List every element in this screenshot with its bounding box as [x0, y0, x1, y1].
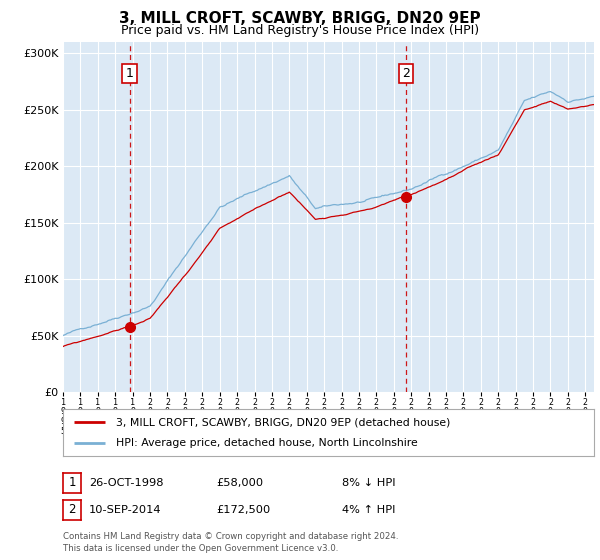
- Text: £58,000: £58,000: [216, 478, 263, 488]
- Text: 3, MILL CROFT, SCAWBY, BRIGG, DN20 9EP (detached house): 3, MILL CROFT, SCAWBY, BRIGG, DN20 9EP (…: [116, 417, 451, 427]
- Text: 4% ↑ HPI: 4% ↑ HPI: [342, 505, 395, 515]
- Text: 2: 2: [402, 67, 410, 80]
- Text: Price paid vs. HM Land Registry's House Price Index (HPI): Price paid vs. HM Land Registry's House …: [121, 24, 479, 36]
- Text: 10-SEP-2014: 10-SEP-2014: [89, 505, 161, 515]
- Text: 8% ↓ HPI: 8% ↓ HPI: [342, 478, 395, 488]
- Text: 1: 1: [125, 67, 133, 80]
- Text: 26-OCT-1998: 26-OCT-1998: [89, 478, 163, 488]
- Text: 1: 1: [68, 476, 76, 489]
- Text: 3, MILL CROFT, SCAWBY, BRIGG, DN20 9EP: 3, MILL CROFT, SCAWBY, BRIGG, DN20 9EP: [119, 11, 481, 26]
- Text: 2: 2: [68, 503, 76, 516]
- Text: £172,500: £172,500: [216, 505, 270, 515]
- Text: Contains HM Land Registry data © Crown copyright and database right 2024.
This d: Contains HM Land Registry data © Crown c…: [63, 533, 398, 553]
- Text: HPI: Average price, detached house, North Lincolnshire: HPI: Average price, detached house, Nort…: [116, 438, 418, 448]
